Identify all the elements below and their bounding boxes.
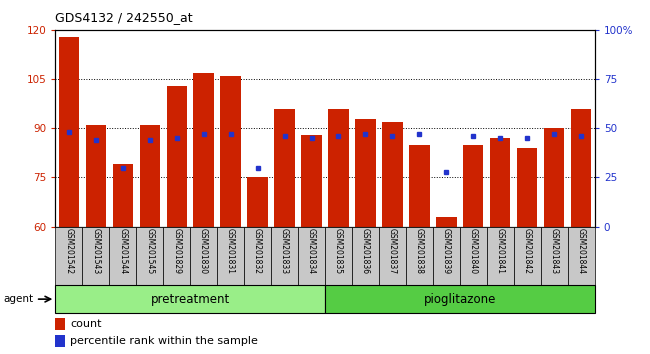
Text: GSM201832: GSM201832: [253, 228, 262, 274]
Text: GSM201841: GSM201841: [496, 228, 505, 274]
Bar: [544, 129, 564, 227]
Bar: [190, 227, 217, 285]
Text: GSM201838: GSM201838: [415, 228, 424, 274]
Bar: [463, 145, 484, 227]
Bar: [436, 217, 456, 227]
Text: GSM201843: GSM201843: [550, 228, 559, 274]
Bar: [382, 122, 402, 227]
Bar: [109, 227, 136, 285]
Bar: [166, 86, 187, 227]
Text: percentile rank within the sample: percentile rank within the sample: [70, 336, 258, 346]
Bar: [356, 119, 376, 227]
Text: GSM201844: GSM201844: [577, 228, 586, 274]
Text: GSM201543: GSM201543: [91, 228, 100, 275]
Bar: [82, 227, 109, 285]
Bar: [410, 145, 430, 227]
Bar: [379, 227, 406, 285]
Bar: [55, 227, 83, 285]
Text: GSM201544: GSM201544: [118, 228, 127, 275]
Text: GDS4132 / 242550_at: GDS4132 / 242550_at: [55, 11, 193, 24]
Bar: [298, 227, 325, 285]
Text: GSM201831: GSM201831: [226, 228, 235, 274]
Bar: [571, 109, 592, 227]
Text: pretreatment: pretreatment: [151, 293, 229, 306]
Text: GSM201840: GSM201840: [469, 228, 478, 274]
Text: GSM201545: GSM201545: [145, 228, 154, 275]
Bar: [140, 125, 160, 227]
Bar: [541, 227, 568, 285]
Text: GSM201836: GSM201836: [361, 228, 370, 274]
Bar: [136, 227, 163, 285]
Bar: [325, 227, 352, 285]
Bar: [163, 227, 190, 285]
Bar: [217, 227, 244, 285]
Text: GSM201829: GSM201829: [172, 228, 181, 274]
Bar: [55, 318, 65, 330]
Bar: [352, 227, 379, 285]
Text: count: count: [70, 319, 101, 329]
Bar: [55, 285, 325, 313]
Bar: [274, 109, 294, 227]
Text: GSM201834: GSM201834: [307, 228, 316, 274]
Bar: [302, 135, 322, 227]
Text: GSM201542: GSM201542: [64, 228, 73, 274]
Text: agent: agent: [3, 294, 33, 304]
Text: GSM201830: GSM201830: [199, 228, 208, 274]
Bar: [406, 227, 433, 285]
Text: GSM201839: GSM201839: [442, 228, 451, 274]
Text: GSM201842: GSM201842: [523, 228, 532, 274]
Bar: [194, 73, 214, 227]
Bar: [55, 335, 65, 347]
Text: GSM201837: GSM201837: [388, 228, 397, 274]
Bar: [517, 148, 538, 227]
Bar: [271, 227, 298, 285]
Bar: [433, 227, 460, 285]
Bar: [514, 227, 541, 285]
Text: pioglitazone: pioglitazone: [424, 293, 496, 306]
Bar: [112, 164, 133, 227]
Bar: [220, 76, 240, 227]
Bar: [244, 227, 271, 285]
Bar: [86, 125, 106, 227]
Text: GSM201833: GSM201833: [280, 228, 289, 274]
Bar: [248, 177, 268, 227]
Bar: [328, 109, 348, 227]
Bar: [58, 37, 79, 227]
Bar: [568, 227, 595, 285]
Text: GSM201835: GSM201835: [334, 228, 343, 274]
Bar: [460, 227, 487, 285]
Bar: [490, 138, 510, 227]
Bar: [487, 227, 514, 285]
Bar: [325, 285, 595, 313]
